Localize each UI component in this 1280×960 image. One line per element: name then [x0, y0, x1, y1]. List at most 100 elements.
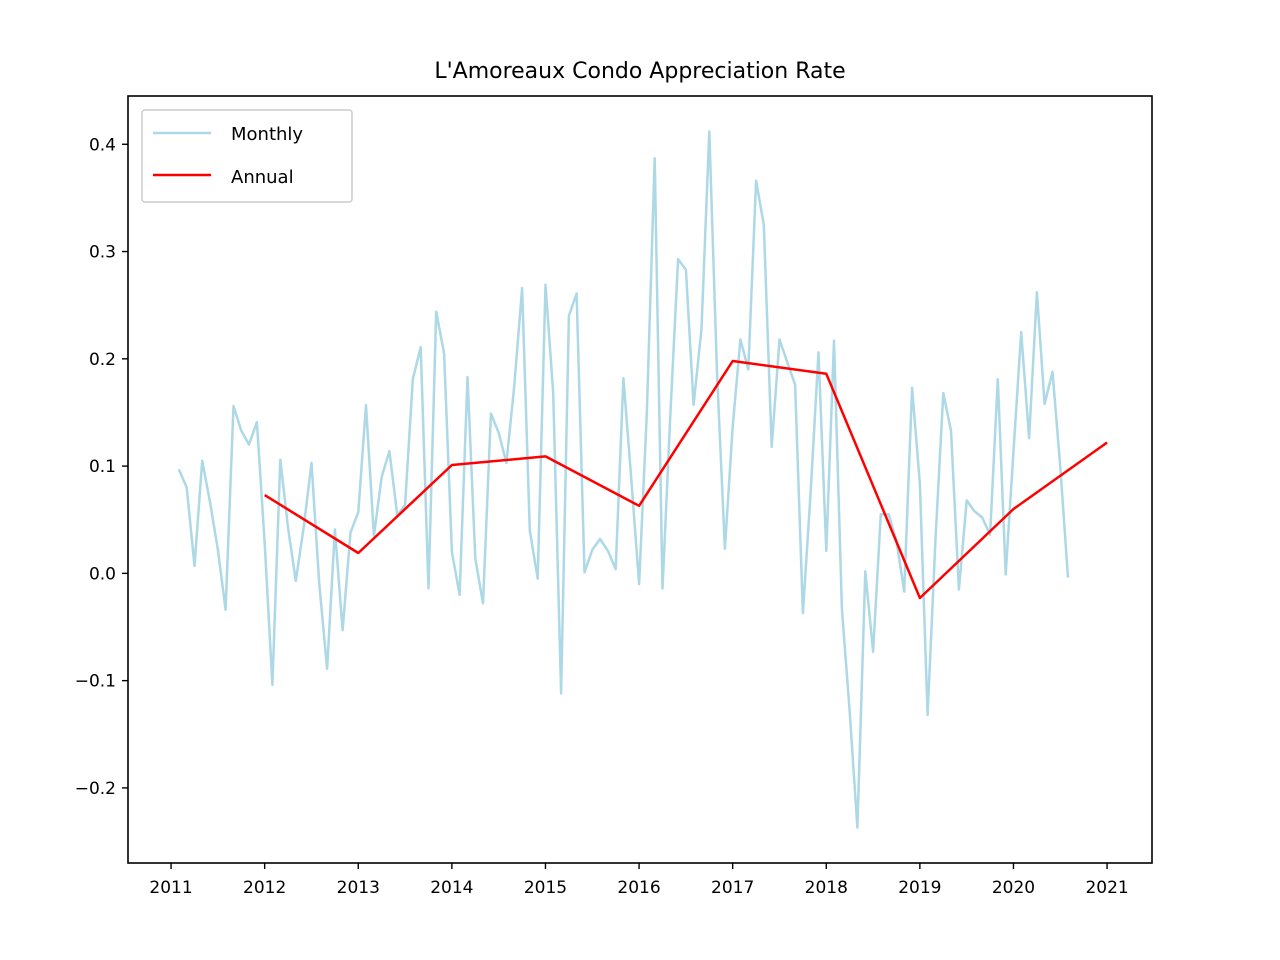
- data-point-monthly: [825, 550, 827, 552]
- data-point-annual: [1106, 441, 1108, 443]
- x-tick-label: 2017: [711, 878, 754, 898]
- data-point-monthly: [716, 372, 718, 374]
- data-point-monthly: [1059, 466, 1061, 468]
- data-point-monthly: [498, 432, 500, 434]
- data-point-monthly: [334, 528, 336, 530]
- data-point-monthly: [240, 430, 242, 432]
- data-point-monthly: [529, 529, 531, 531]
- data-point-monthly: [365, 404, 367, 406]
- chart-title: L'Amoreaux Condo Appreciation Rate: [434, 59, 845, 84]
- x-tick-label: 2014: [430, 878, 473, 898]
- data-point-monthly: [427, 587, 429, 589]
- x-tick-label: 2011: [149, 878, 192, 898]
- legend-label-monthly: Monthly: [231, 124, 303, 145]
- data-point-monthly: [1028, 437, 1030, 439]
- y-tick-label: 0.0: [89, 564, 116, 584]
- data-point-monthly: [646, 412, 648, 414]
- data-point-monthly: [849, 711, 851, 713]
- x-tick-label: 2012: [243, 878, 286, 898]
- x-tick-label: 2016: [617, 878, 660, 898]
- data-point-monthly: [599, 538, 601, 540]
- data-point-monthly: [490, 412, 492, 414]
- data-point-monthly: [786, 361, 788, 363]
- data-point-monthly: [318, 582, 320, 584]
- data-point-annual: [264, 494, 266, 496]
- data-point-monthly: [287, 527, 289, 529]
- data-point-monthly: [747, 368, 749, 370]
- data-point-monthly: [997, 378, 999, 380]
- data-point-monthly: [591, 549, 593, 551]
- data-point-annual: [357, 552, 359, 554]
- data-point-monthly: [989, 534, 991, 536]
- data-point-monthly: [568, 315, 570, 317]
- data-point-monthly: [778, 338, 780, 340]
- data-point-monthly: [193, 565, 195, 567]
- data-point-monthly: [654, 157, 656, 159]
- data-point-monthly: [349, 531, 351, 533]
- data-point-monthly: [771, 446, 773, 448]
- x-tick-label: 2015: [524, 878, 567, 898]
- data-point-monthly: [544, 284, 546, 286]
- data-point-monthly: [458, 594, 460, 596]
- y-tick-label: −0.2: [75, 779, 116, 799]
- data-point-monthly: [942, 392, 944, 394]
- data-point-monthly: [607, 550, 609, 552]
- data-point-monthly: [981, 516, 983, 518]
- data-point-monthly: [833, 339, 835, 341]
- x-axis: 2011 2012 2013 2014 2015 2016 2017 2018 2019 2020…: [149, 863, 1129, 898]
- data-point-monthly: [279, 459, 281, 461]
- data-point-monthly: [966, 499, 968, 501]
- data-point-monthly: [466, 376, 468, 378]
- data-point-monthly: [677, 258, 679, 260]
- data-point-monthly: [692, 404, 694, 406]
- data-point-monthly: [622, 377, 624, 379]
- data-point-monthly: [1043, 403, 1045, 405]
- data-point-monthly: [755, 180, 757, 182]
- data-point-monthly: [1051, 371, 1053, 373]
- data-point-monthly: [420, 346, 422, 348]
- data-point-monthly: [474, 557, 476, 559]
- data-point-annual: [732, 360, 734, 362]
- x-tick-label: 2013: [337, 878, 380, 898]
- series-line-monthly: [177, 130, 1070, 829]
- y-tick-label: −0.1: [75, 672, 116, 692]
- data-point-annual: [1012, 508, 1014, 510]
- data-point-monthly: [310, 462, 312, 464]
- data-point-monthly: [802, 612, 804, 614]
- data-point-monthly: [341, 629, 343, 631]
- data-point-monthly: [809, 492, 811, 494]
- x-tick-label: 2019: [898, 878, 941, 898]
- data-point-annual: [825, 373, 827, 375]
- data-point-monthly: [575, 292, 577, 294]
- y-tick-label: 0.3: [89, 243, 116, 263]
- data-point-monthly: [1036, 291, 1038, 293]
- data-point-monthly: [732, 425, 734, 427]
- data-point-monthly: [911, 387, 913, 389]
- data-point-monthly: [583, 571, 585, 573]
- data-point-monthly: [864, 570, 866, 572]
- data-point-monthly: [303, 526, 305, 528]
- data-point-monthly: [412, 378, 414, 380]
- data-point-monthly: [841, 608, 843, 610]
- data-point-monthly: [521, 287, 523, 289]
- data-point-monthly: [669, 417, 671, 419]
- data-point-monthly: [295, 580, 297, 582]
- data-point-monthly: [661, 587, 663, 589]
- data-point-monthly: [264, 542, 266, 544]
- data-point-annual: [451, 464, 453, 466]
- data-point-monthly: [388, 450, 390, 452]
- data-point-monthly: [700, 328, 702, 330]
- data-point-monthly: [926, 714, 928, 716]
- data-point-monthly: [950, 430, 952, 432]
- data-point-monthly: [934, 538, 936, 540]
- data-point-monthly: [326, 668, 328, 670]
- legend: Monthly Annual: [141, 109, 353, 203]
- data-point-monthly: [357, 511, 359, 513]
- data-point-monthly: [724, 548, 726, 550]
- data-point-monthly: [232, 405, 234, 407]
- y-axis: −0.2 −0.1 0.0 0.1 0.2 0.3 0.4: [75, 135, 128, 799]
- data-point-monthly: [817, 351, 819, 353]
- data-point-monthly: [560, 692, 562, 694]
- data-point-monthly: [404, 504, 406, 506]
